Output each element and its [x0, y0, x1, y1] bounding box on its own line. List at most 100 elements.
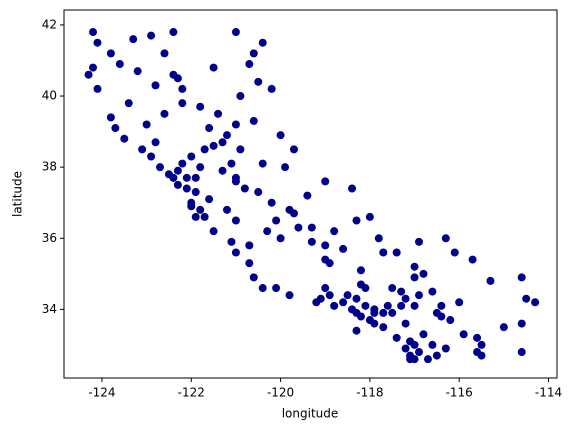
- point: [437, 301, 446, 310]
- y-tick-label: 40: [42, 89, 57, 103]
- point: [245, 60, 254, 69]
- point: [272, 284, 281, 293]
- point: [249, 116, 258, 125]
- point: [473, 333, 482, 342]
- point: [200, 145, 209, 154]
- point: [178, 99, 187, 108]
- point: [415, 291, 424, 300]
- point: [441, 234, 450, 243]
- point: [415, 237, 424, 246]
- point: [383, 301, 392, 310]
- point: [281, 163, 290, 172]
- point: [499, 323, 508, 332]
- point: [147, 152, 156, 161]
- point: [258, 38, 267, 47]
- point: [196, 102, 205, 111]
- point: [365, 212, 374, 221]
- point: [423, 355, 432, 364]
- point: [356, 266, 365, 275]
- point: [531, 298, 540, 307]
- point: [227, 237, 236, 246]
- y-tick-label: 34: [42, 302, 57, 316]
- point: [339, 244, 348, 253]
- point: [156, 163, 165, 172]
- point: [84, 70, 93, 79]
- y-axis-label: latitude: [11, 171, 25, 217]
- x-tick-label: -120: [267, 386, 294, 400]
- point: [231, 248, 240, 257]
- point: [106, 49, 115, 58]
- point: [307, 223, 316, 232]
- point: [254, 188, 263, 197]
- point: [231, 28, 240, 37]
- point: [129, 35, 138, 44]
- point: [138, 145, 147, 154]
- x-axis-label: longitude: [282, 407, 339, 421]
- point: [218, 166, 227, 175]
- y-tick-label: 36: [42, 231, 57, 245]
- point: [432, 308, 441, 317]
- point: [209, 141, 218, 150]
- point: [468, 255, 477, 264]
- point: [477, 340, 486, 349]
- point: [218, 138, 227, 147]
- point: [267, 84, 276, 93]
- point: [205, 195, 214, 204]
- point: [231, 120, 240, 129]
- point: [214, 109, 223, 118]
- point: [522, 294, 531, 303]
- point: [93, 38, 102, 47]
- point: [151, 138, 160, 147]
- point: [111, 124, 120, 133]
- point: [124, 99, 133, 108]
- point: [441, 344, 450, 353]
- point: [231, 216, 240, 225]
- point: [356, 280, 365, 289]
- point: [231, 173, 240, 182]
- point: [222, 205, 231, 214]
- point: [222, 131, 231, 140]
- plot-frame: [63, 9, 558, 379]
- point: [388, 308, 397, 317]
- point: [330, 301, 339, 310]
- point: [236, 145, 245, 154]
- point: [272, 216, 281, 225]
- point: [370, 308, 379, 317]
- point: [397, 301, 406, 310]
- point: [178, 84, 187, 93]
- point: [276, 234, 285, 243]
- point: [379, 323, 388, 332]
- point: [142, 120, 151, 129]
- point: [289, 145, 298, 154]
- point: [236, 92, 245, 101]
- point: [410, 340, 419, 349]
- point: [517, 319, 526, 328]
- point: [303, 191, 312, 200]
- point: [120, 134, 129, 143]
- point: [209, 227, 218, 236]
- point: [374, 234, 383, 243]
- x-tick-label: -122: [178, 386, 205, 400]
- point: [89, 28, 98, 37]
- point: [263, 227, 272, 236]
- point: [370, 319, 379, 328]
- point: [294, 223, 303, 232]
- point: [325, 259, 334, 268]
- point: [392, 333, 401, 342]
- point: [410, 301, 419, 310]
- point: [428, 287, 437, 296]
- x-tick-label: -116: [446, 386, 473, 400]
- point: [191, 212, 200, 221]
- point: [133, 67, 142, 76]
- point: [339, 298, 348, 307]
- point: [446, 316, 455, 325]
- point: [517, 273, 526, 282]
- point: [415, 348, 424, 357]
- point: [410, 262, 419, 271]
- point: [267, 198, 276, 207]
- point: [160, 109, 169, 118]
- point: [352, 216, 361, 225]
- point: [187, 202, 196, 211]
- point: [361, 301, 370, 310]
- y-tick-label: 38: [42, 160, 57, 174]
